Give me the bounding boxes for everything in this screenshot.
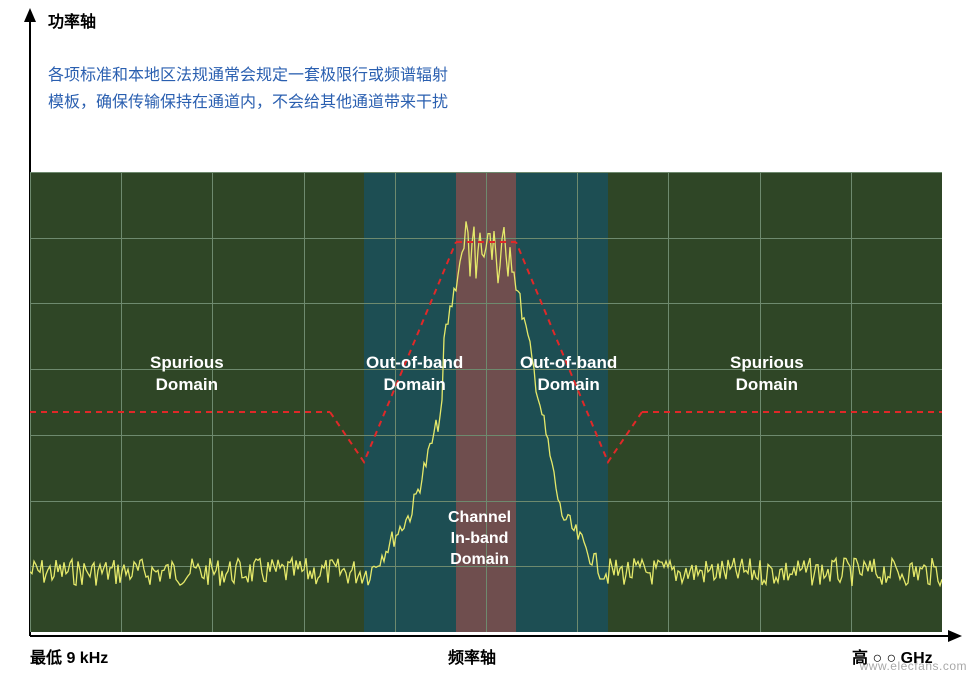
watermark: www.elecfans.com: [860, 659, 967, 673]
x-axis-min-label: 最低 9 kHz: [30, 644, 108, 668]
description-text: 各项标准和本地区法规通常会规定一套极限行或频谱辐射模板，确保传输保持在通道内，不…: [48, 62, 448, 116]
x-axis-label: 频率轴: [448, 644, 496, 668]
y-axis-label: 功率轴: [48, 8, 96, 32]
plot-area: SpuriousDomain Out-of-bandDomain Channel…: [30, 172, 942, 632]
plot-svg: [30, 172, 942, 632]
figure-root: 功率轴 各项标准和本地区法规通常会规定一套极限行或频谱辐射模板，确保传输保持在通…: [0, 0, 975, 679]
